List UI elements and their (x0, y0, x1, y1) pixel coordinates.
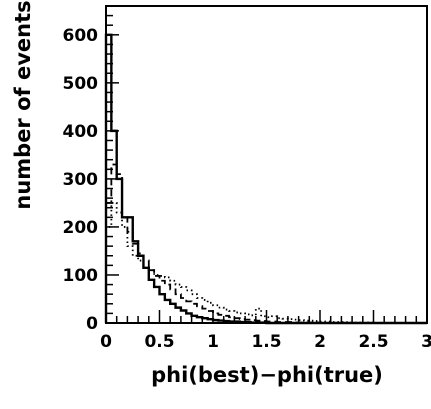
y-tick-label: 100 (63, 266, 99, 286)
histogram-series-solid (104, 33, 427, 325)
x-tick-label: 0 (100, 332, 112, 352)
y-tick-label: 200 (63, 218, 99, 238)
x-axis-title: phi(best)−phi(true) (151, 363, 383, 387)
series-layer (104, 33, 427, 325)
x-tick-label: 2.5 (358, 332, 388, 352)
y-axis-tick-labels: 0 100 200 300 400 500 600 (63, 26, 99, 334)
x-tick-label: 2 (314, 332, 326, 352)
x-tick-label: 3 (421, 332, 431, 352)
y-tick-label: 300 (63, 170, 99, 190)
y-tick-label: 400 (63, 122, 99, 142)
histogram-series-dotted (105, 202, 427, 324)
y-tick-label: 0 (86, 314, 98, 334)
x-tick-label: 1 (207, 332, 219, 352)
x-axis-tick-labels: 0 0.5 1 1.5 2 2.5 3 (100, 332, 431, 352)
y-tick-label: 600 (63, 26, 99, 46)
y-axis-title: number of events (11, 0, 35, 209)
x-tick-label: 0.5 (144, 332, 174, 352)
y-tick-label: 500 (63, 74, 99, 94)
x-tick-label: 1.5 (251, 332, 281, 352)
histogram-series-dashed (105, 163, 427, 324)
plot-frame (105, 5, 428, 324)
